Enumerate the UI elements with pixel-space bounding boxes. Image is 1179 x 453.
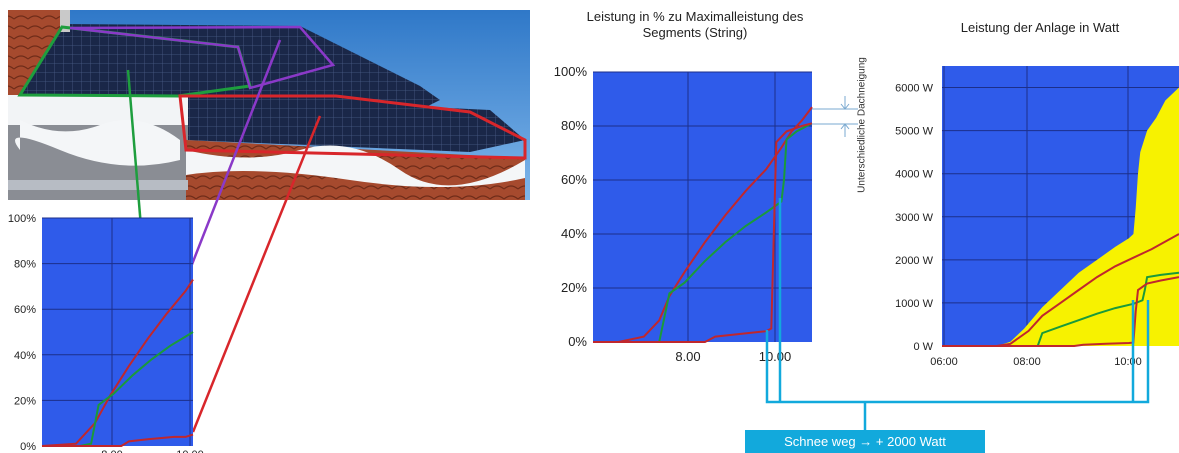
x-tick-label: 8.00 bbox=[101, 449, 122, 453]
percent-chart: 0% 20% 40% 60% 80% 100% 8.00 10.00 bbox=[554, 64, 813, 364]
y-tick-label: 100% bbox=[8, 213, 36, 225]
y-tick-label: 40% bbox=[561, 226, 587, 241]
y-tick-label: 60% bbox=[14, 304, 36, 316]
y-tick-label: 0 W bbox=[913, 341, 933, 353]
x-tick-label: 10.00 bbox=[759, 349, 792, 364]
x-tick-label: 06:00 bbox=[930, 356, 958, 368]
x-tick-label: 10.00 bbox=[176, 449, 204, 453]
y-tick-label: 0% bbox=[20, 441, 36, 453]
plot-area bbox=[42, 218, 193, 446]
y-tick-label: 40% bbox=[14, 350, 36, 362]
total-power-area bbox=[996, 87, 1179, 347]
series-line-red bbox=[41, 279, 194, 447]
y-tick-label: 4000 W bbox=[895, 169, 934, 181]
watt-chart-title: Leistung der Anlage in Watt bbox=[960, 20, 1120, 35]
y-tick-label: 20% bbox=[14, 395, 36, 407]
snow-gone-callout: Schnee weg → + 2000 Watt bbox=[745, 430, 985, 453]
roof-slope-label: Unterschiedliche Dachneigung bbox=[856, 57, 868, 193]
percent-chart-title: Leistung in % zu Maximalleistung des Seg… bbox=[586, 9, 804, 40]
roof-photo bbox=[8, 10, 530, 200]
small-percent-chart: 0% 20% 40% 60% 80% 100% 8.00 10.00 bbox=[8, 213, 204, 453]
y-tick-label: 60% bbox=[561, 172, 587, 187]
roof-slope-bracket bbox=[812, 96, 858, 137]
y-tick-label: 3000 W bbox=[895, 212, 934, 224]
series-line-red-low bbox=[42, 433, 194, 447]
y-tick-label: 5000 W bbox=[895, 126, 934, 138]
x-tick-label: 8.00 bbox=[675, 349, 700, 364]
y-tick-label: 2000 W bbox=[895, 255, 934, 267]
y-tick-label: 0% bbox=[568, 334, 587, 349]
purple-connector-line bbox=[176, 39, 282, 301]
y-tick-label: 1000 W bbox=[895, 298, 934, 310]
series-line-red bbox=[618, 106, 813, 343]
series-line-red-low bbox=[593, 122, 813, 343]
series-line-green bbox=[658, 122, 813, 343]
x-tick-label: 10:00 bbox=[1114, 356, 1142, 368]
y-tick-label: 100% bbox=[554, 64, 588, 79]
series-line-green bbox=[79, 331, 194, 447]
y-tick-label: 20% bbox=[561, 280, 587, 295]
y-tick-label: 6000 W bbox=[895, 83, 934, 95]
snow-gone-bracket bbox=[765, 198, 1150, 430]
red-connector-line bbox=[191, 115, 322, 433]
x-tick-label: 08:00 bbox=[1013, 356, 1041, 368]
series-line-green bbox=[1036, 271, 1179, 347]
y-tick-label: 80% bbox=[561, 118, 587, 133]
watt-chart: 0 W 1000 W 2000 W 3000 W 4000 W 5000 W 6000 W 0… bbox=[895, 66, 1179, 368]
series-line-red bbox=[996, 233, 1179, 347]
y-tick-label: 80% bbox=[14, 259, 36, 271]
